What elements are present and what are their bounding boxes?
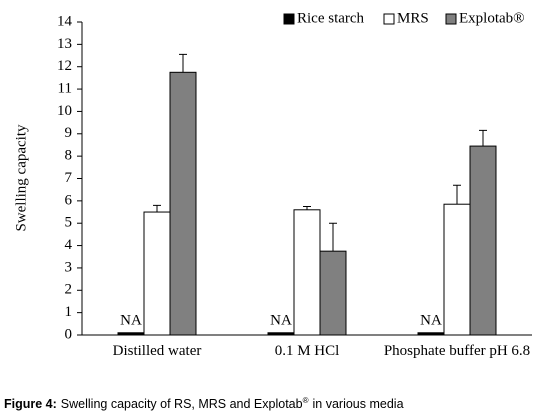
y-tick-label: 9 [65, 125, 73, 141]
y-tick-label: 14 [57, 13, 73, 29]
y-tick-label: 3 [65, 259, 73, 275]
x-tick-label-box: Phosphate buffer pH 6.8 [383, 343, 531, 359]
error-bar [179, 53, 187, 73]
bar [169, 71, 197, 336]
y-tick-label: 11 [58, 81, 72, 97]
y-tick-label: 13 [57, 36, 72, 52]
legend-swatch [445, 13, 457, 25]
bar [267, 332, 295, 336]
bar [143, 211, 171, 336]
data-annotation: NA [420, 312, 442, 328]
error-bar [479, 129, 487, 147]
bar [443, 203, 471, 336]
x-tick-label: 0.1 M HCl [274, 343, 340, 359]
y-tick-label: 4 [65, 237, 73, 253]
y-axis-label: Swelling capacity [13, 124, 29, 232]
legend-label: Explotab® [459, 10, 525, 26]
y-tick-label: 8 [65, 148, 73, 164]
caption-text-end: in various media [312, 397, 404, 412]
y-tick-label: 12 [57, 58, 72, 74]
x-tick-label-box: Distilled water [112, 343, 202, 359]
legend-label: Rice starch [297, 10, 365, 26]
chart: Swelling capacity 01234567891011121314Di… [13, 10, 532, 359]
y-tick-label: 0 [65, 326, 73, 342]
x-tick-label: Phosphate buffer pH 6.8 [383, 343, 531, 359]
caption: Figure 4: Swelling capacity of RS, MRS an… [4, 396, 404, 411]
legend-swatch [383, 13, 395, 25]
caption-sup: ® [302, 396, 309, 405]
data-annotation: NA [270, 312, 292, 328]
bar [293, 209, 321, 336]
legend-label: MRS [397, 10, 429, 26]
y-tick-label: 5 [65, 215, 73, 231]
bar [417, 332, 445, 336]
caption-text: Swelling capacity of RS, MRS and Explota… [60, 397, 303, 412]
y-tick-label: 6 [65, 192, 73, 208]
y-tick-label: 2 [65, 282, 73, 298]
y-tick-label: 1 [65, 304, 73, 320]
bar [469, 145, 497, 336]
error-bar [303, 205, 311, 210]
bar [117, 332, 145, 336]
data-annotation: NA [120, 312, 142, 328]
x-tick-label-box: 0.1 M HCl [274, 343, 340, 359]
y-tick-label: 7 [65, 170, 73, 186]
error-bar [453, 184, 461, 205]
caption-label: Figure 4: [4, 397, 57, 412]
error-bar [329, 222, 337, 252]
y-tick-label: 10 [57, 103, 72, 119]
bar [319, 250, 347, 336]
legend-swatch [283, 13, 295, 25]
x-tick-label: Distilled water [112, 343, 202, 359]
error-bar [153, 204, 161, 213]
